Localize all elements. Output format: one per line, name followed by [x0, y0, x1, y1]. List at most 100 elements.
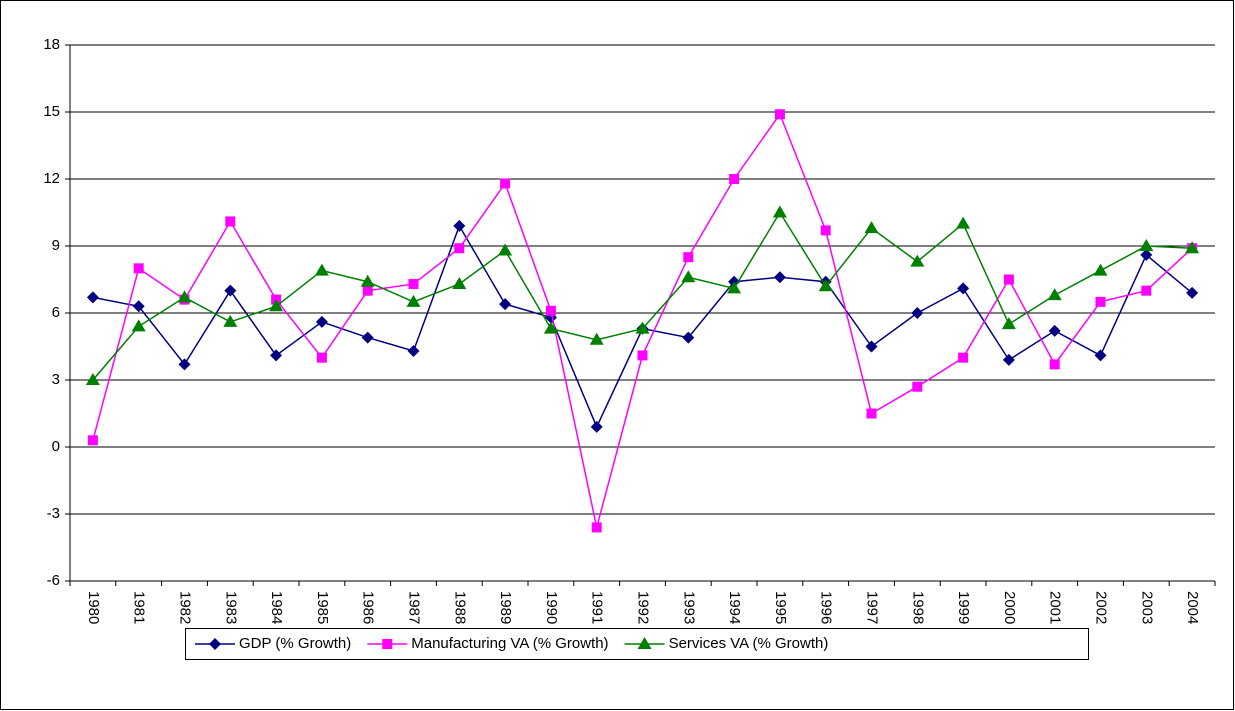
y-tick-label: 3: [52, 371, 60, 388]
marker: [545, 305, 556, 316]
marker: [958, 352, 969, 363]
legend-label: Manufacturing VA (% Growth): [411, 635, 608, 652]
x-tick-label: 2002: [1093, 591, 1110, 624]
marker: [773, 271, 786, 284]
legend-label: Services VA (% Growth): [669, 635, 829, 652]
y-tick-label: 12: [43, 170, 60, 187]
marker: [225, 216, 236, 227]
marker: [408, 278, 419, 289]
marker: [957, 282, 970, 295]
marker: [223, 314, 238, 327]
marker: [382, 639, 393, 649]
x-tick-label: 2000: [1001, 591, 1018, 624]
marker: [1093, 263, 1108, 276]
marker: [454, 243, 465, 254]
x-tick-label: 1992: [635, 591, 652, 624]
marker: [637, 350, 648, 361]
marker: [635, 321, 650, 334]
marker: [1141, 285, 1152, 296]
x-tick-label: 1996: [818, 591, 835, 624]
marker: [1001, 317, 1016, 330]
marker: [177, 290, 192, 303]
marker: [1002, 353, 1015, 366]
marker: [1003, 274, 1014, 285]
y-tick-label: -3: [47, 505, 60, 522]
x-tick-label: 1986: [360, 591, 377, 624]
marker: [772, 205, 787, 218]
x-tick-label: 1997: [864, 591, 881, 624]
marker: [589, 332, 604, 345]
y-tick-label: 6: [52, 304, 60, 321]
x-tick-label: 2001: [1047, 591, 1064, 624]
marker: [543, 321, 558, 334]
marker: [362, 285, 373, 296]
y-tick-label: 15: [43, 103, 60, 120]
marker: [912, 381, 923, 392]
x-tick-label: 1988: [451, 591, 468, 624]
x-tick-label: 1994: [726, 591, 743, 624]
marker: [1185, 241, 1200, 254]
marker: [729, 174, 740, 184]
marker: [910, 254, 925, 267]
marker: [500, 178, 511, 189]
x-tick-label: 1987: [406, 591, 423, 624]
marker: [133, 263, 144, 274]
marker: [956, 216, 971, 229]
x-tick-label: 1989: [497, 591, 514, 624]
x-tick-label: 1983: [222, 591, 239, 624]
y-tick-label: 9: [52, 237, 60, 254]
marker: [1139, 239, 1154, 251]
marker: [866, 408, 877, 419]
marker: [818, 279, 833, 292]
marker: [224, 284, 237, 297]
x-tick-label: 1995: [772, 591, 789, 624]
marker: [407, 344, 420, 357]
marker: [499, 298, 512, 311]
marker: [361, 331, 374, 344]
marker: [865, 340, 878, 353]
marker: [269, 299, 284, 312]
x-tick-label: 2004: [1184, 591, 1201, 624]
marker: [132, 300, 145, 313]
marker: [209, 638, 221, 650]
x-tick-label: 1981: [131, 591, 148, 624]
y-tick-label: 18: [43, 36, 60, 53]
x-tick-label: 1982: [177, 591, 194, 624]
x-tick-label: 1999: [955, 591, 972, 624]
marker: [316, 352, 327, 363]
x-tick-label: 2003: [1138, 591, 1155, 624]
marker: [1048, 324, 1061, 337]
marker: [683, 252, 694, 263]
x-tick-label: 1984: [268, 591, 285, 624]
marker: [1049, 359, 1060, 370]
marker: [86, 291, 99, 304]
y-tick-label: 0: [52, 438, 60, 455]
x-tick-label: 1998: [909, 591, 926, 624]
marker: [1094, 349, 1107, 362]
marker: [1140, 248, 1153, 261]
marker: [727, 281, 742, 294]
y-tick-label: -6: [47, 572, 60, 589]
marker: [591, 522, 602, 533]
marker: [315, 315, 328, 328]
marker: [131, 319, 146, 332]
marker: [590, 420, 603, 433]
marker: [1095, 296, 1106, 307]
marker: [820, 225, 831, 236]
marker: [453, 219, 466, 232]
x-tick-label: 1990: [543, 591, 560, 624]
marker: [452, 276, 467, 289]
marker: [864, 221, 879, 234]
marker: [87, 435, 98, 446]
marker: [911, 307, 924, 319]
x-tick-label: 1993: [680, 591, 697, 624]
marker: [360, 274, 375, 287]
marker: [314, 263, 329, 276]
marker: [406, 294, 421, 307]
marker: [681, 270, 696, 283]
marker: [178, 358, 191, 371]
x-tick-label: 1980: [85, 591, 102, 624]
